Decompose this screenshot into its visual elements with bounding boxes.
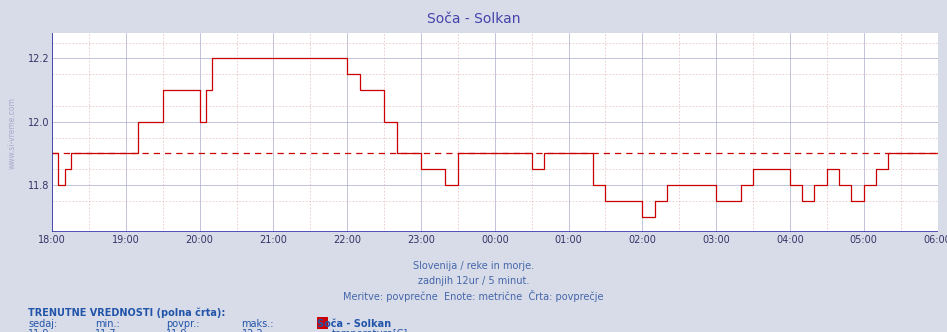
Text: povpr.:: povpr.: [166,319,199,329]
Text: 11,9: 11,9 [166,329,188,332]
Text: maks.:: maks.: [241,319,274,329]
Text: sedaj:: sedaj: [28,319,58,329]
Text: zadnjih 12ur / 5 minut.: zadnjih 12ur / 5 minut. [418,276,529,286]
Text: Slovenija / reke in morje.: Slovenija / reke in morje. [413,261,534,271]
Text: www.si-vreme.com: www.si-vreme.com [8,97,17,169]
Text: 12,2: 12,2 [241,329,263,332]
Text: Soča - Solkan: Soča - Solkan [317,319,391,329]
Text: temperatura[C]: temperatura[C] [331,329,408,332]
Text: Meritve: povprečne  Enote: metrične  Črta: povprečje: Meritve: povprečne Enote: metrične Črta:… [343,290,604,302]
Text: 11,9: 11,9 [28,329,50,332]
Text: Soča - Solkan: Soča - Solkan [427,12,520,26]
Text: min.:: min.: [95,319,119,329]
Text: 11,7: 11,7 [95,329,116,332]
Text: TRENUTNE VREDNOSTI (polna črta):: TRENUTNE VREDNOSTI (polna črta): [28,307,225,318]
